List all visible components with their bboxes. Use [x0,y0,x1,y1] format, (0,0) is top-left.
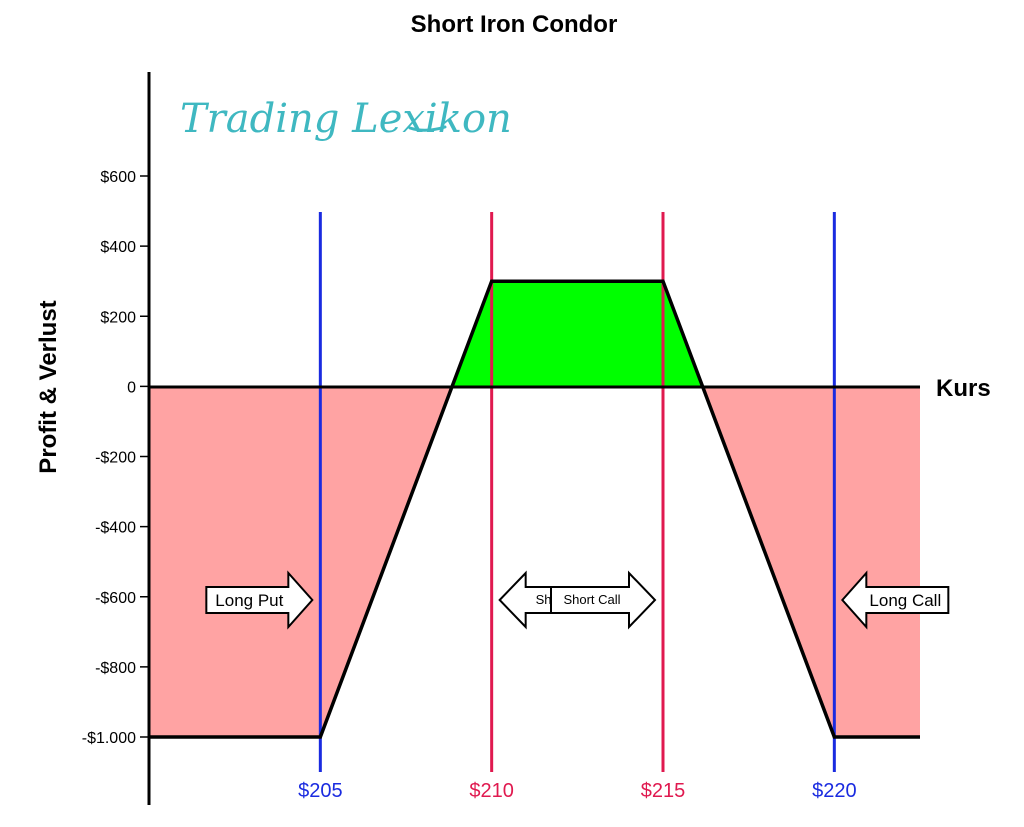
strike-lines [318,212,836,772]
payoff-line [149,279,920,739]
y-tick-label: -$400 [95,520,136,537]
arrow-label-long-put: Long Put [215,591,283,610]
arrow-long-put [205,570,314,630]
x-axis-label: Kurs [936,375,991,402]
y-tick-label: -$600 [95,590,136,607]
arrow-short-call [550,570,657,630]
arrow-label-short-call: Short Call [563,592,620,607]
loss-area-left [149,386,453,737]
arrow-label-long-call: Long Call [869,591,941,610]
logo-underline [408,125,447,132]
strike-label-210: $210 [469,780,514,802]
y-tick-label: -$800 [95,660,136,677]
trading-lexikon-logo: Trading Lexikon [180,96,512,142]
profit-area-polygon [452,281,703,387]
y-tick-label: -$1.000 [82,730,136,747]
y-tick-label: $200 [100,309,136,326]
loss-area-right [702,386,920,737]
y-tick-label: $600 [100,169,136,186]
y-axis-label: Profit & Verlust [35,300,62,473]
y-tick-label: $400 [100,239,136,256]
profit-area [452,281,703,387]
strike-labels: $205 $210 $215 $220 [298,780,857,802]
strike-label-205: $205 [298,780,343,802]
loss-areas [149,386,920,737]
y-tick-label: -$200 [95,450,136,467]
arrow-long-call [840,570,950,630]
y-ticks: $600 $400 $200 0 -$200 -$400 -$600 -$800 -$1.000 [82,169,149,747]
y-tick-label: 0 [127,379,136,396]
chart-title: Short Iron Condor [411,11,618,38]
strike-label-215: $215 [641,780,686,802]
strike-label-220: $220 [812,780,857,802]
